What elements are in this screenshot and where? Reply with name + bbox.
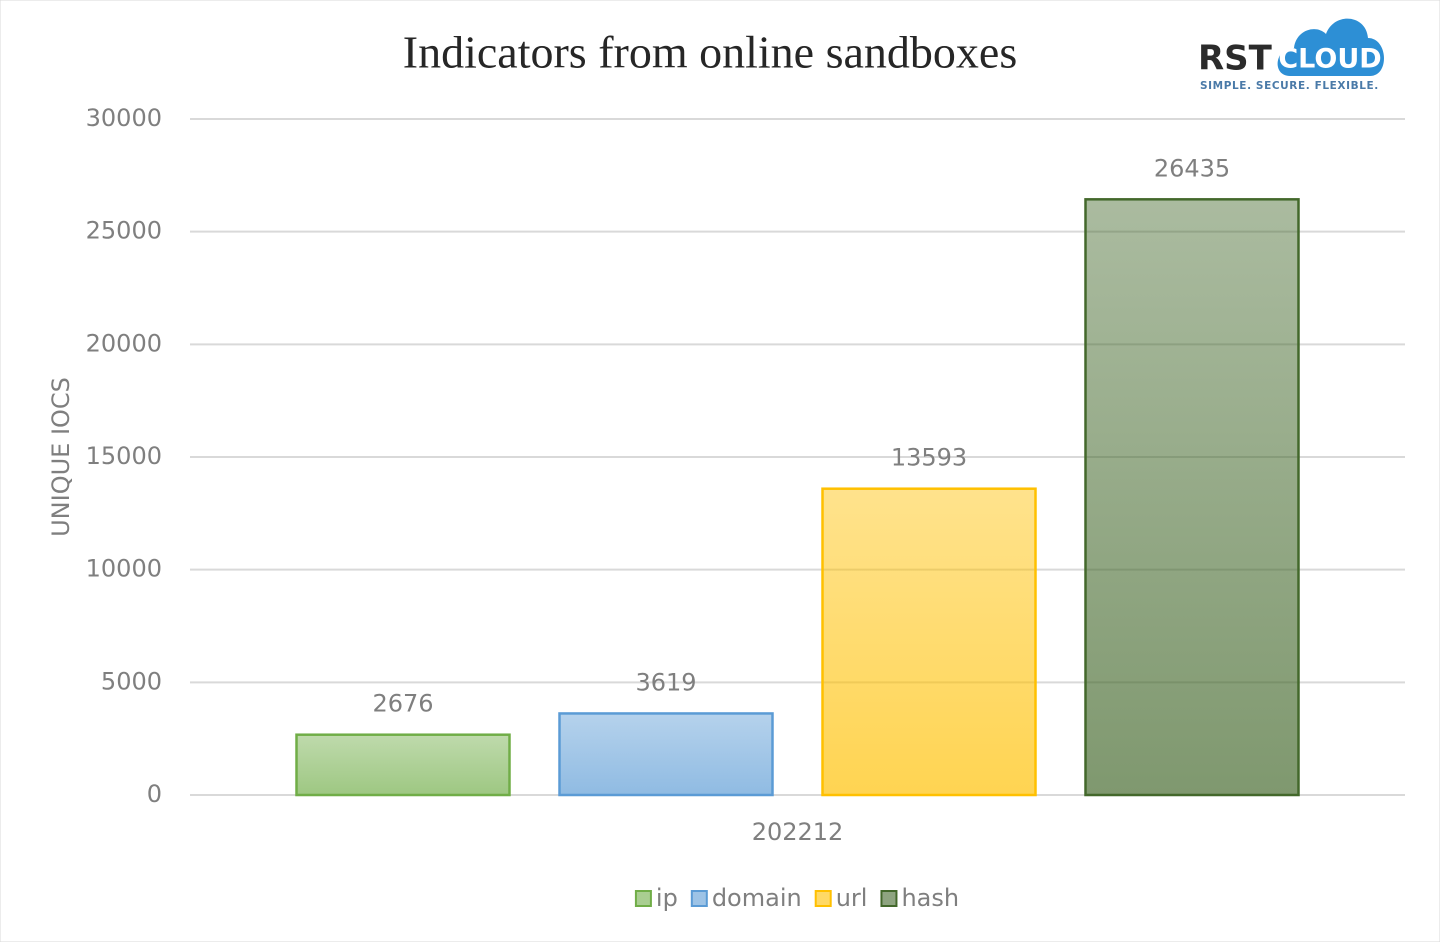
bar xyxy=(558,712,774,797)
legend-swatch xyxy=(814,890,832,907)
legend-swatch xyxy=(880,890,898,907)
value-label: 26435 xyxy=(1154,154,1230,182)
y-tick-label: 30000 xyxy=(86,104,162,132)
legend-label: hash xyxy=(901,884,959,912)
y-tick-label: 10000 xyxy=(86,555,162,583)
y-tick-label: 5000 xyxy=(101,667,162,695)
y-tick-label: 15000 xyxy=(86,442,162,470)
logo-brand: RST xyxy=(1198,39,1273,79)
logo-cloud: CLOUD xyxy=(1278,44,1381,75)
legend-swatch xyxy=(634,890,652,907)
logo-cloud-shape xyxy=(1277,18,1385,76)
legend-label: domain xyxy=(712,884,802,912)
y-tick-label: 0 xyxy=(147,780,162,808)
value-label: 2676 xyxy=(372,690,433,718)
legend-label: url xyxy=(836,884,868,912)
legend-swatch xyxy=(690,890,708,907)
logo: RST CLOUD SIMPLE. SECURE. FLEXIBLE. xyxy=(1198,18,1385,92)
x-tick-label: 202212 xyxy=(752,818,844,846)
bar xyxy=(295,733,511,797)
y-tick-label: 20000 xyxy=(86,329,162,357)
value-label: 13593 xyxy=(891,444,967,472)
bar xyxy=(821,487,1037,797)
chart-title: Indicators from online sandboxes xyxy=(403,27,1017,78)
value-label: 3619 xyxy=(635,668,696,696)
y-axis-label: UNIQUE IOCS xyxy=(47,377,75,537)
bar xyxy=(1084,198,1300,797)
y-tick-label: 25000 xyxy=(86,217,162,245)
logo-tagline: SIMPLE. SECURE. FLEXIBLE. xyxy=(1200,80,1379,92)
legend-label: ip xyxy=(656,884,678,912)
